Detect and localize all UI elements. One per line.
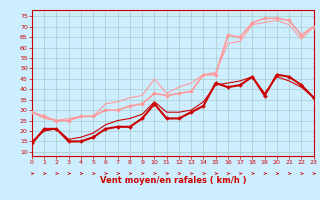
X-axis label: Vent moyen/en rafales ( km/h ): Vent moyen/en rafales ( km/h )	[100, 176, 246, 185]
